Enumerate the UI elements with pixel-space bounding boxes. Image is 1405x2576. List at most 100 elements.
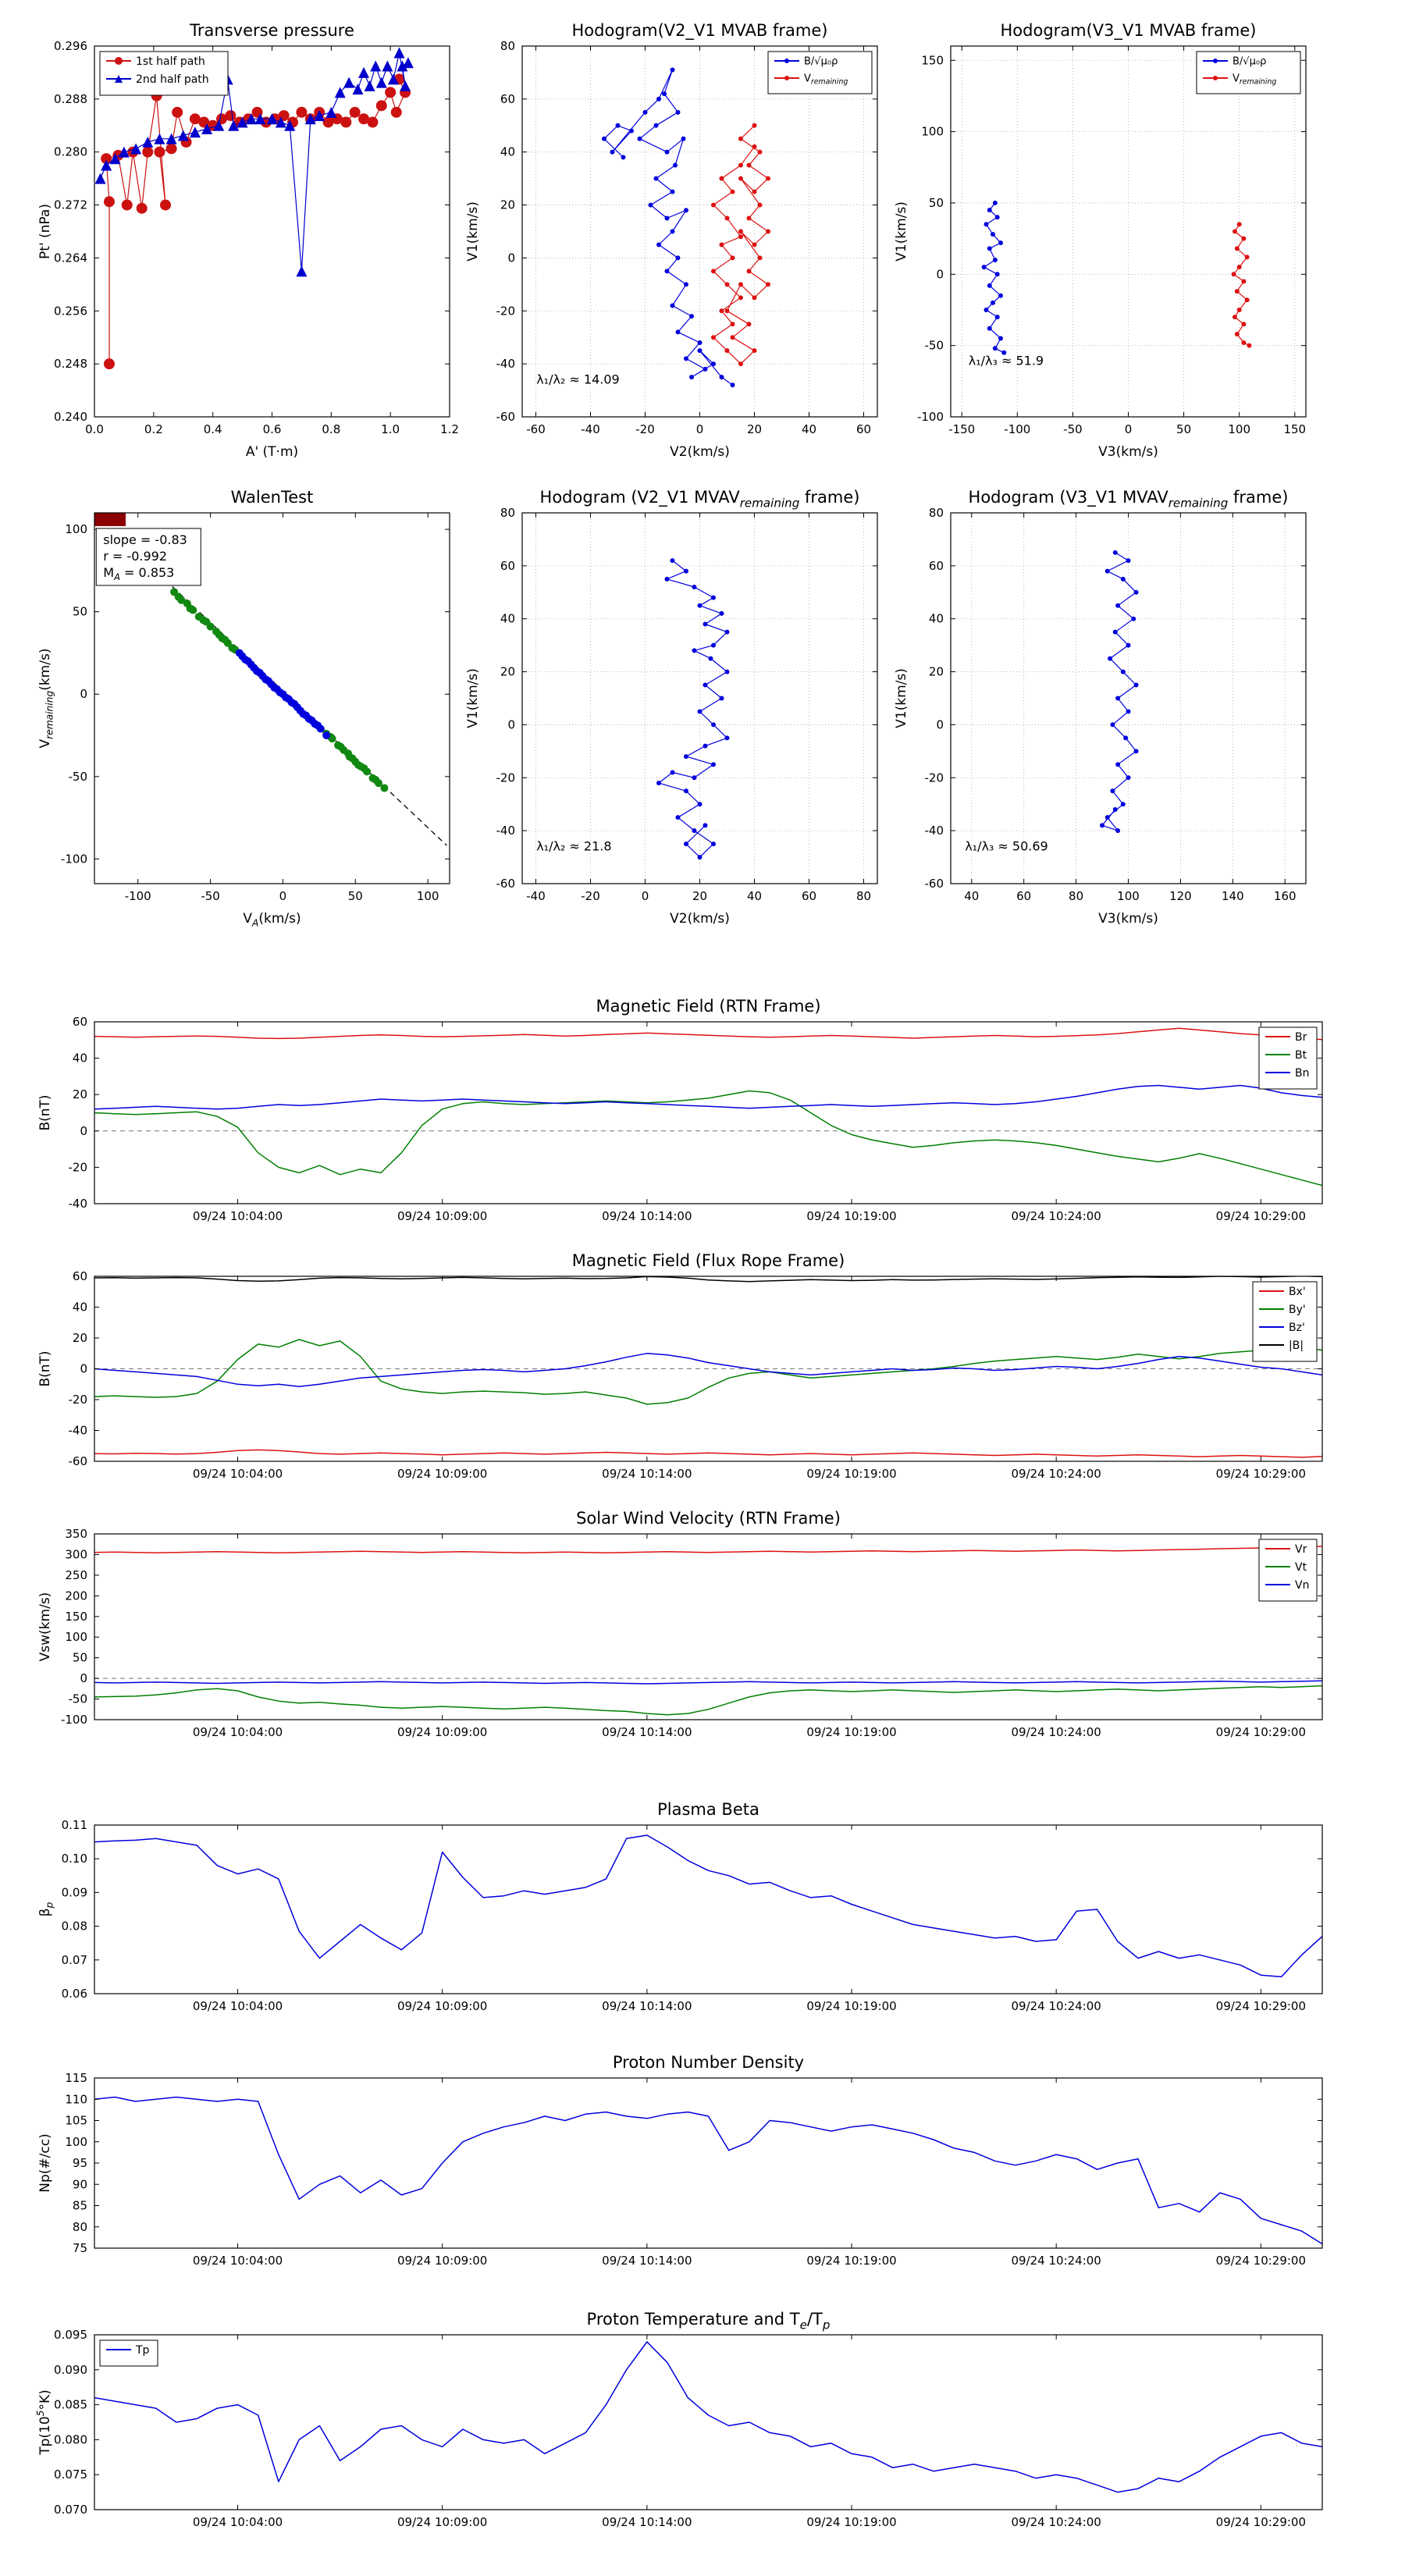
svg-text:B/√μ₀ρ: B/√μ₀ρ — [804, 55, 838, 67]
svg-text:0.8: 0.8 — [322, 422, 340, 436]
svg-text:09/24 10:29:00: 09/24 10:29:00 — [1216, 1999, 1306, 2013]
svg-text:60: 60 — [73, 1015, 87, 1029]
svg-text:09/24 10:09:00: 09/24 10:09:00 — [397, 1467, 487, 1481]
chart-walen-test: -100 -50 0 50 100 -100 -50 0 50 100 VA(km/s) Vremai… — [23, 484, 476, 945]
svg-text:150: 150 — [921, 53, 944, 67]
svg-text:Br: Br — [1295, 1031, 1307, 1044]
svg-text:09/24 10:14:00: 09/24 10:14:00 — [602, 2254, 692, 2268]
chart-svg-hodogram-v3v1-mvab: -150 -100 -50 0 50 100 150 -100 -50 0 50 100 150 V3(k… — [894, 21, 1307, 460]
svg-text:09/24 10:24:00: 09/24 10:24:00 — [1011, 2254, 1101, 2268]
svg-text:Vr: Vr — [1295, 1543, 1307, 1556]
legend: Tp — [99, 2339, 158, 2367]
svg-text:09/24 10:29:00: 09/24 10:29:00 — [1216, 2515, 1306, 2529]
svg-text:60: 60 — [929, 559, 944, 573]
svg-text:60: 60 — [1016, 889, 1031, 903]
svg-text:MA = 0.853: MA = 0.853 — [103, 565, 174, 582]
svg-text:60: 60 — [500, 559, 515, 573]
svg-text:Np(#/cc): Np(#/cc) — [37, 2133, 53, 2192]
chart-title: Proton Temperature and Te/Tp — [587, 2310, 831, 2332]
series-layer — [94, 2096, 1322, 2245]
svg-text:09/24 10:29:00: 09/24 10:29:00 — [1216, 1725, 1306, 1739]
svg-text:110: 110 — [65, 2092, 87, 2106]
svg-text:slope = -0.83: slope = -0.83 — [103, 532, 187, 547]
svg-text:-50: -50 — [1063, 422, 1083, 436]
svg-text:100: 100 — [65, 522, 87, 536]
svg-text:Vt: Vt — [1295, 1561, 1307, 1574]
svg-text:0: 0 — [80, 1124, 87, 1138]
svg-text:0.288: 0.288 — [54, 92, 87, 106]
svg-text:λ₁/λ₂ ≈ 14.09: λ₁/λ₂ ≈ 14.09 — [536, 372, 620, 386]
svg-text:0: 0 — [507, 251, 515, 265]
svg-text:-100: -100 — [61, 1713, 87, 1727]
chart-hodogram-v2v1-mvab: -60 -40 -20 0 20 40 60 -60 -40 -20 0 20 40 60 80 V2(km/… — [451, 17, 904, 478]
chart-svg-transverse-pressure: 0.0 0.2 0.4 0.6 0.8 1.0 1.2 0.240 0.248 0.256 0.26… — [37, 21, 459, 460]
legend: Vr Vt Vn — [1258, 1539, 1318, 1602]
chart-svg-plasma-beta: 09/24 10:04:00 09/24 10:09:00 09/24 10:14:… — [37, 1800, 1323, 2013]
svg-text:Bn: Bn — [1295, 1067, 1309, 1080]
svg-text:09/24 10:19:00: 09/24 10:19:00 — [806, 2254, 896, 2268]
svg-text:-60: -60 — [496, 410, 516, 424]
svg-text:0.10: 0.10 — [62, 1852, 87, 1866]
svg-text:Pt' (nPa): Pt' (nPa) — [37, 204, 53, 259]
svg-text:85: 85 — [73, 2199, 87, 2213]
chart-mag-field-rtn: 09/24 10:04:00 09/24 10:09:00 09/24 10:14:… — [23, 985, 1382, 1243]
svg-text:150: 150 — [65, 1610, 87, 1624]
svg-text:09/24 10:04:00: 09/24 10:04:00 — [193, 2515, 283, 2529]
svg-text:09/24 10:04:00: 09/24 10:04:00 — [193, 1725, 283, 1739]
series-layer — [94, 1276, 1322, 1458]
svg-text:09/24 10:09:00: 09/24 10:09:00 — [397, 2254, 487, 2268]
svg-text:09/24 10:19:00: 09/24 10:19:00 — [806, 2515, 896, 2529]
chart-title: Hodogram (V3_V1 MVAVremaining frame) — [969, 488, 1289, 510]
svg-text:0: 0 — [279, 889, 287, 903]
svg-text:B/√μ₀ρ: B/√μ₀ρ — [1232, 55, 1266, 67]
svg-text:50: 50 — [1176, 422, 1191, 436]
svg-text:V2(km/s): V2(km/s) — [670, 444, 730, 460]
chart-title: Proton Number Density — [613, 2053, 804, 2072]
svg-text:0.09: 0.09 — [62, 1885, 87, 1899]
svg-text:105: 105 — [65, 2114, 87, 2128]
svg-text:-100: -100 — [61, 852, 87, 866]
svg-text:Tp(105°K): Tp(105°K) — [35, 2389, 53, 2456]
svg-text:50: 50 — [73, 605, 87, 619]
legend: B/√μ₀ρ Vremaining — [767, 51, 873, 94]
chart-title: Magnetic Field (RTN Frame) — [596, 997, 820, 1016]
svg-text:V1(km/s): V1(km/s) — [465, 668, 481, 728]
svg-text:09/24 10:14:00: 09/24 10:14:00 — [602, 1209, 692, 1223]
svg-text:80: 80 — [929, 506, 944, 520]
svg-text:140: 140 — [1222, 889, 1244, 903]
svg-text:90: 90 — [73, 2177, 87, 2191]
svg-text:Tp: Tp — [135, 2344, 150, 2357]
chart-hodogram-v3v1-mvav: 40 60 80 100 120 140 160 -60 -40 -20 0 20 40 60 80 V3(k… — [880, 484, 1332, 945]
svg-text:-20: -20 — [496, 304, 516, 318]
series-layer — [656, 558, 730, 860]
svg-text:Vremaining: Vremaining — [1232, 73, 1276, 86]
svg-text:09/24 10:04:00: 09/24 10:04:00 — [193, 2254, 283, 2268]
svg-text:75: 75 — [73, 2241, 87, 2255]
svg-text:-50: -50 — [69, 770, 88, 784]
svg-text:0.256: 0.256 — [54, 304, 87, 318]
chart-plasma-beta: 09/24 10:04:00 09/24 10:09:00 09/24 10:14:… — [23, 1788, 1382, 2034]
svg-text:09/24 10:24:00: 09/24 10:24:00 — [1011, 1209, 1101, 1223]
svg-text:80: 80 — [856, 889, 871, 903]
svg-text:09/24 10:04:00: 09/24 10:04:00 — [193, 1467, 283, 1481]
chart-mag-field-fluxrope: 09/24 10:04:00 09/24 10:09:00 09/24 10:14:… — [23, 1240, 1382, 1501]
svg-text:80: 80 — [500, 506, 515, 520]
chart-proton-density: 09/24 10:04:00 09/24 10:09:00 09/24 10:14:… — [23, 2041, 1382, 2287]
svg-text:20: 20 — [500, 198, 515, 212]
svg-text:0.11: 0.11 — [62, 1818, 87, 1832]
svg-text:09/24 10:14:00: 09/24 10:14:00 — [602, 1999, 692, 2013]
chart-title: Solar Wind Velocity (RTN Frame) — [576, 1509, 841, 1528]
svg-text:0.080: 0.080 — [54, 2432, 87, 2446]
svg-text:20: 20 — [692, 889, 707, 903]
svg-text:-50: -50 — [201, 889, 220, 903]
svg-text:0.272: 0.272 — [54, 198, 87, 212]
svg-text:Bx': Bx' — [1289, 1286, 1306, 1298]
chart-title: WalenTest — [231, 488, 314, 507]
svg-text:Bt: Bt — [1295, 1049, 1307, 1062]
svg-text:160: 160 — [1274, 889, 1297, 903]
svg-text:-20: -20 — [581, 889, 600, 903]
chart-title: Plasma Beta — [657, 1800, 759, 1819]
svg-text:95: 95 — [73, 2156, 87, 2170]
svg-text:120: 120 — [1169, 889, 1192, 903]
